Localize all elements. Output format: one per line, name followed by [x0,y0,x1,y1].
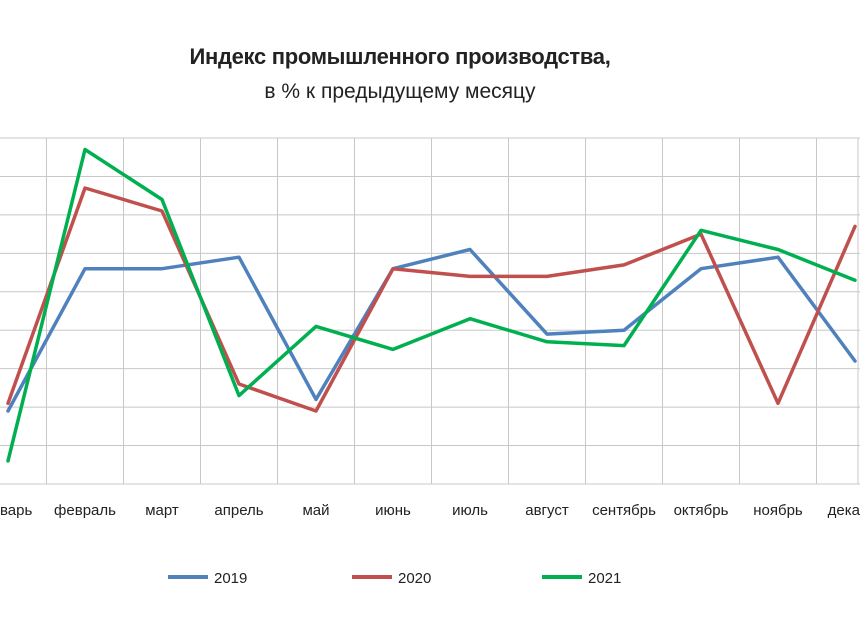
x-tick-label: июль [452,502,488,519]
x-tick-label: август [525,502,569,519]
x-tick-label: март [145,502,179,519]
legend-label-2020: 2020 [398,570,431,587]
legend-label-2019: 2019 [214,570,247,587]
x-tick-label: дека [828,502,860,519]
series-line-2021 [6,147,857,463]
x-tick-label: ноябрь [753,502,803,519]
x-tick-label: сентябрь [592,502,656,519]
chart-title: Индекс промышленного производства, [189,44,611,69]
x-tick-label: май [302,502,329,519]
x-axis-tick-labels: варь февраль март апрель май июнь июль август се… [0,502,860,519]
x-tick-label: февраль [54,502,116,519]
legend-label-2021: 2021 [588,570,621,587]
series-line-2020 [6,186,857,413]
chart-series [6,147,857,463]
series-line-2019 [6,247,857,413]
chart-subtitle: в % к предыдущему месяцу [264,80,536,103]
x-tick-label: апрель [214,502,263,519]
chart-legend: 2019 2020 2021 [168,570,621,587]
x-tick-label: варь [0,502,32,519]
chart-grid [0,137,860,485]
x-tick-label: июнь [375,502,411,519]
x-tick-label: октябрь [674,502,729,519]
